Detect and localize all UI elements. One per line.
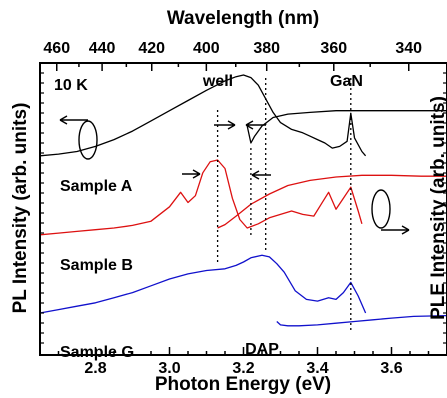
bottom-tick-label: 2.8 — [84, 360, 106, 377]
arrow-b-left — [182, 169, 201, 179]
top-tick-label: 400 — [193, 40, 220, 57]
top-axis-title: Wavelength (nm) — [167, 8, 319, 29]
top-tick-label: 360 — [320, 40, 347, 57]
left-axis-ellipse — [78, 120, 98, 160]
annotation-gan: GaN — [330, 73, 363, 90]
top-tick-label: 380 — [253, 40, 280, 57]
bottom-axis-title: Photon Energy (eV) — [155, 374, 331, 395]
bottom-tick-label: 3.2 — [232, 360, 254, 377]
label-sample-b: Sample B — [60, 257, 133, 274]
annotation-well: well — [202, 73, 233, 90]
marker-layer — [216, 78, 352, 330]
series-sample-b-ple — [217, 174, 447, 229]
top-tick-label: 440 — [89, 40, 116, 57]
left-axis-arrowhead — [59, 115, 68, 125]
label-sample-g: Sample G — [60, 344, 134, 361]
right-axis-title: PLE Intensity (arb. units) — [428, 96, 447, 320]
arrow-a-right — [245, 120, 266, 130]
arrow-b-right — [251, 170, 271, 180]
series-sample-b-pl — [39, 159, 363, 236]
bottom-tick-label: 3.6 — [380, 360, 402, 377]
bottom-tick-label: 3.4 — [306, 360, 328, 377]
top-tick-label: 460 — [43, 40, 70, 57]
series-sample-a-ple — [246, 110, 447, 144]
arrow-a-left — [214, 120, 236, 130]
bottom-tick-label: 3.0 — [158, 360, 180, 377]
right-axis-ellipse — [371, 189, 391, 229]
series-sample-g-ple — [276, 314, 447, 327]
stokes-shift-arrows — [182, 120, 271, 180]
top-tick-label: 340 — [395, 40, 422, 57]
right-axis-arrowhead — [401, 225, 410, 235]
right-axis-indicator — [371, 189, 410, 235]
series-layer — [39, 74, 447, 327]
plot-frame — [39, 62, 447, 356]
annotation-dap: DAP — [245, 341, 279, 358]
annotation-temperature: 10 K — [54, 77, 88, 94]
series-sample-g-pl — [39, 254, 367, 314]
left-axis-title: PL Intensity (arb. units) — [10, 103, 31, 314]
left-axis-indicator — [59, 115, 98, 160]
tick-layer: 2.8 3.0 3.2 3.4 3.6 460 440 420 400 380 360 340 — [40, 40, 447, 377]
series-sample-a-pl — [39, 74, 367, 157]
top-tick-label: 420 — [138, 40, 165, 57]
label-sample-a: Sample A — [60, 178, 133, 195]
